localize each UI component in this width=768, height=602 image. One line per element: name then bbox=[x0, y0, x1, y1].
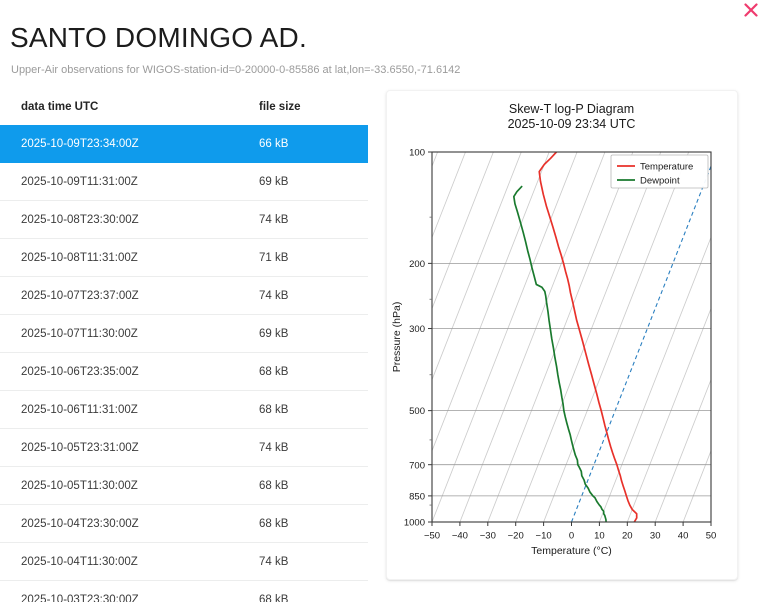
cell-file-size: 68 kB bbox=[259, 580, 368, 602]
cell-file-size: 68 kB bbox=[259, 466, 368, 505]
x-tick-label: 20 bbox=[622, 531, 633, 542]
y-tick-label: 1000 bbox=[404, 518, 425, 529]
cell-data-time: 2025-10-07T11:30:00Z bbox=[0, 314, 259, 353]
isotherm-line bbox=[710, 520, 711, 522]
x-tick-label: −50 bbox=[424, 531, 440, 542]
isotherm-line bbox=[654, 378, 711, 522]
table-row[interactable]: 2025-10-03T23:30:00Z 68 kB bbox=[0, 580, 368, 602]
table-row[interactable]: 2025-10-04T23:30:00Z 68 kB bbox=[0, 504, 368, 543]
page-subtitle: Upper-Air observations for WIGOS-station… bbox=[11, 64, 461, 76]
table-body: 2025-10-09T23:34:00Z 66 kB 2025-10-09T11:3… bbox=[0, 125, 368, 602]
table-header-row: data time UTC file size bbox=[0, 96, 368, 125]
table-row[interactable]: 2025-10-05T11:30:00Z 68 kB bbox=[0, 466, 368, 505]
column-header-file-size[interactable]: file size bbox=[259, 96, 368, 125]
cell-file-size: 69 kB bbox=[259, 162, 368, 201]
chart-subtitle: 2025-10-09 23:34 UTC bbox=[508, 117, 636, 131]
column-header-data-time[interactable]: data time UTC bbox=[0, 96, 259, 125]
cell-file-size: 68 kB bbox=[259, 352, 368, 391]
cell-file-size: 71 kB bbox=[259, 238, 368, 277]
table-row[interactable]: 2025-10-06T11:31:00Z 68 kB bbox=[0, 390, 368, 429]
page-title: SANTO DOMINGO AD. bbox=[10, 22, 307, 53]
cell-data-time: 2025-10-03T23:30:00Z bbox=[0, 580, 259, 602]
table-row[interactable]: 2025-10-06T23:35:00Z 68 kB bbox=[0, 352, 368, 391]
cell-data-time: 2025-10-09T23:34:00Z bbox=[0, 125, 259, 163]
cell-data-time: 2025-10-06T23:35:00Z bbox=[0, 352, 259, 391]
table-row[interactable]: 2025-10-07T11:30:00Z 69 kB bbox=[0, 314, 368, 353]
plot-frame bbox=[431, 151, 712, 523]
chart-legend: Temperature Dewpoint bbox=[610, 154, 709, 189]
isotherm-line bbox=[682, 449, 711, 522]
table-row[interactable]: 2025-10-08T11:31:00Z 71 kB bbox=[0, 238, 368, 277]
isotherm-line bbox=[599, 236, 711, 522]
isotherm-line bbox=[459, 152, 606, 522]
cell-file-size: 74 kB bbox=[259, 542, 368, 581]
skewt-chart-card: Skew-T log-P Diagram 2025-10-09 23:34 UTC… bbox=[386, 90, 738, 580]
isotherm-line bbox=[432, 152, 494, 310]
legend-label: Temperature bbox=[640, 162, 693, 173]
cell-data-time: 2025-10-06T11:31:00Z bbox=[0, 390, 259, 429]
isotherm-line bbox=[543, 152, 690, 522]
x-tick-label: −30 bbox=[480, 531, 496, 542]
cell-file-size: 74 kB bbox=[259, 428, 368, 467]
isotherm-zero-line bbox=[570, 164, 711, 522]
observations-table-wrapper[interactable]: data time UTC file size 2025-10-09T23:34… bbox=[0, 96, 368, 602]
x-axis-label: Temperature (°C) bbox=[531, 545, 612, 557]
table-row[interactable]: 2025-10-08T23:30:00Z 74 kB bbox=[0, 200, 368, 239]
isotherm-line bbox=[487, 152, 634, 522]
table-row[interactable]: 2025-10-07T23:37:00Z 74 kB bbox=[0, 276, 368, 315]
isotherm-line bbox=[432, 152, 522, 381]
y-tick-label: 200 bbox=[409, 259, 425, 270]
y-axis-label: Pressure (hPa) bbox=[391, 302, 403, 373]
x-tick-label: −20 bbox=[508, 531, 524, 542]
isotherm-line bbox=[432, 152, 550, 453]
cell-data-time: 2025-10-08T23:30:00Z bbox=[0, 200, 259, 239]
table-row[interactable]: 2025-10-05T23:31:00Z 74 kB bbox=[0, 428, 368, 467]
y-tick-label: 850 bbox=[409, 491, 425, 502]
series-dewpoint-line bbox=[512, 185, 607, 522]
cell-data-time: 2025-10-09T11:31:00Z bbox=[0, 162, 259, 201]
cell-file-size: 69 kB bbox=[259, 314, 368, 353]
observations-table: data time UTC file size 2025-10-09T23:34… bbox=[0, 96, 368, 602]
close-icon[interactable] bbox=[742, 1, 760, 19]
x-tick-label: 0 bbox=[569, 531, 574, 542]
chart-title: Skew-T log-P Diagram bbox=[509, 102, 634, 116]
cell-data-time: 2025-10-08T11:31:00Z bbox=[0, 238, 259, 277]
x-tick-label: 10 bbox=[594, 531, 605, 542]
y-tick-label: 100 bbox=[409, 148, 425, 159]
table-row[interactable]: 2025-10-04T11:30:00Z 74 kB bbox=[0, 542, 368, 581]
cell-data-time: 2025-10-05T23:31:00Z bbox=[0, 428, 259, 467]
cell-data-time: 2025-10-04T11:30:00Z bbox=[0, 542, 259, 581]
cell-file-size: 68 kB bbox=[259, 390, 368, 429]
cell-file-size: 74 kB bbox=[259, 276, 368, 315]
isotherm-line bbox=[515, 152, 662, 522]
y-tick-label: 300 bbox=[409, 324, 425, 335]
isotherm-line bbox=[432, 152, 466, 239]
cell-data-time: 2025-10-07T23:37:00Z bbox=[0, 276, 259, 315]
plot-area bbox=[432, 152, 711, 522]
x-tick-label: 40 bbox=[678, 531, 689, 542]
x-tick-label: −10 bbox=[536, 531, 552, 542]
y-tick-label: 700 bbox=[409, 460, 425, 471]
cell-file-size: 74 kB bbox=[259, 200, 368, 239]
x-tick-label: 50 bbox=[706, 531, 717, 542]
x-tick-label: −40 bbox=[452, 531, 468, 542]
legend-label: Dewpoint bbox=[640, 176, 680, 187]
x-tick-label: 30 bbox=[650, 531, 661, 542]
table-row[interactable]: 2025-10-09T11:31:00Z 69 kB bbox=[0, 162, 368, 201]
series-temperature-line bbox=[538, 152, 638, 522]
isotherm-line bbox=[626, 307, 711, 522]
isotherm-line bbox=[432, 152, 578, 522]
cell-file-size: 66 kB bbox=[259, 125, 368, 163]
cell-file-size: 68 kB bbox=[259, 504, 368, 543]
table-row[interactable]: 2025-10-09T23:34:00Z 66 kB bbox=[0, 125, 368, 163]
cell-data-time: 2025-10-05T11:30:00Z bbox=[0, 466, 259, 505]
y-tick-label: 500 bbox=[409, 406, 425, 417]
cell-data-time: 2025-10-04T23:30:00Z bbox=[0, 504, 259, 543]
